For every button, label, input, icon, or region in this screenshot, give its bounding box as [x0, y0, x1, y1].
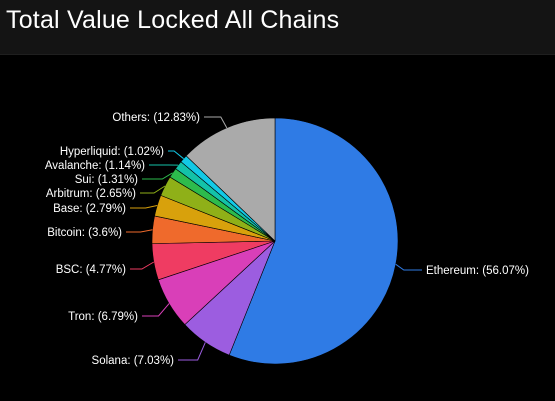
- leader-line-bitcoin: [126, 229, 153, 233]
- leader-line-arbitrum: [140, 185, 166, 194]
- pie-leader-lines: [126, 116, 422, 361]
- leader-line-base: [130, 205, 158, 209]
- leader-line-solana: [178, 342, 206, 361]
- pie-label-avalanche: Avalanche: (1.14%): [45, 160, 145, 172]
- leader-line-hyperliquid: [168, 150, 184, 160]
- pie-slices: [151, 117, 399, 365]
- leader-line-bsc: [130, 261, 155, 270]
- pie-label-ethereum: Ethereum: (56.07%): [426, 265, 529, 277]
- leader-line-others: [204, 116, 228, 129]
- pie-label-arbitrum: Arbitrum: (2.65%): [46, 188, 136, 200]
- leader-line-sui: [142, 172, 173, 180]
- leader-line-tron: [142, 303, 170, 317]
- pie-slice-ethereum[interactable]: [228, 117, 399, 365]
- pie-label-others: Others: (12.83%): [112, 112, 200, 124]
- leader-line-ethereum: [395, 263, 422, 271]
- pie-label-bsc: BSC: (4.77%): [56, 264, 126, 276]
- pie-label-solana: Solana: (7.03%): [92, 355, 175, 367]
- pie-label-sui: Sui: (1.31%): [75, 174, 138, 186]
- chart-area: Ethereum: (56.07%) Solana: (7.03%) Tron: (…: [0, 55, 555, 401]
- pie-label-tron: Tron: (6.79%): [68, 311, 138, 323]
- pie-label-bitcoin: Bitcoin: (3.6%): [47, 227, 122, 239]
- pie-labels: Ethereum: (56.07%) Solana: (7.03%) Tron: (…: [45, 112, 529, 367]
- chart-title: Total Value Locked All Chains: [6, 6, 340, 34]
- pie-chart: Ethereum: (56.07%) Solana: (7.03%) Tron: (…: [45, 112, 529, 367]
- pie-label-base: Base: (2.79%): [53, 203, 126, 215]
- pie-label-hyperliquid: Hyperliquid: (1.02%): [60, 146, 164, 158]
- title-bar: Total Value Locked All Chains: [0, 0, 555, 55]
- pie-slice-others[interactable]: [185, 117, 276, 242]
